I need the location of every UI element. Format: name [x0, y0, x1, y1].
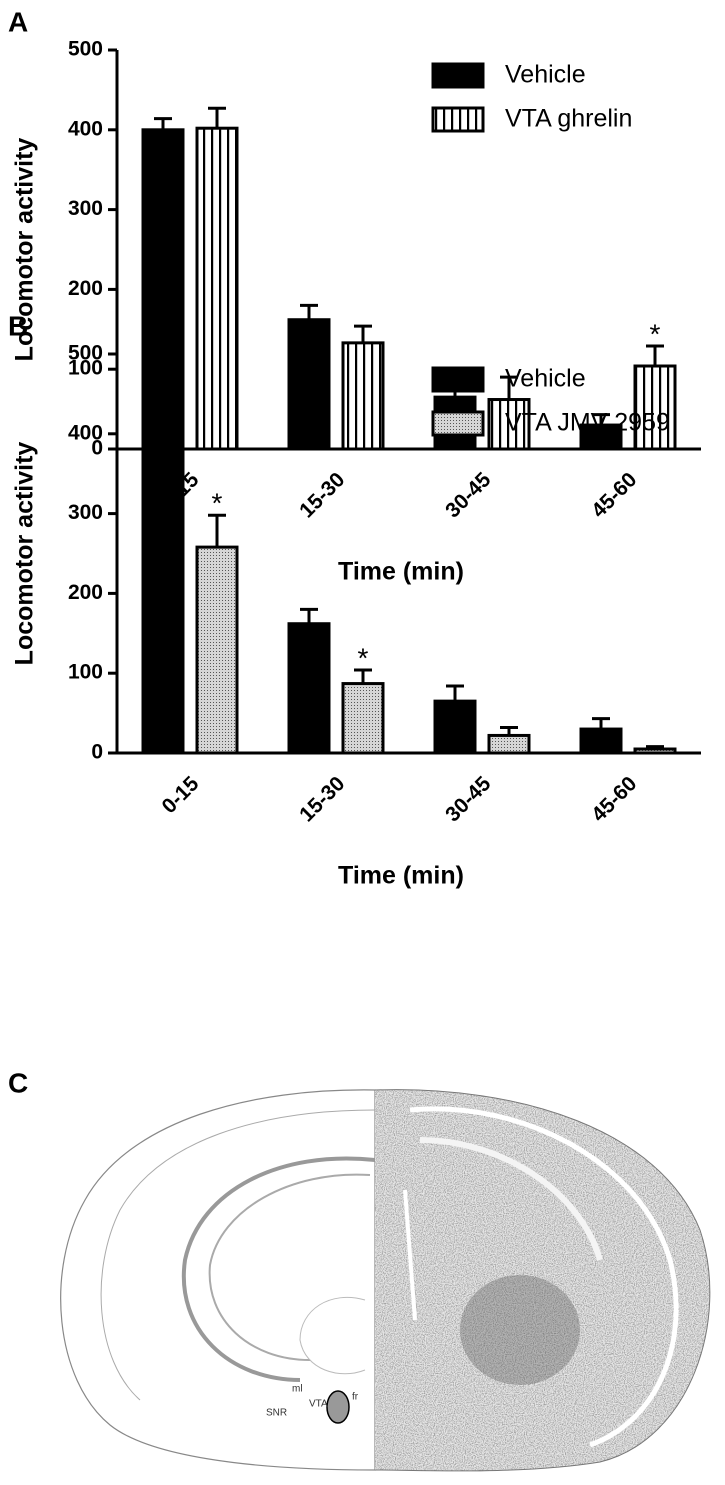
region-label: VTA [309, 1399, 328, 1410]
brain-outline [374, 1089, 711, 1472]
legend-label: VTA JMV 2959 [505, 409, 670, 437]
bar [579, 727, 623, 755]
panel-label: C [8, 1067, 28, 1098]
y-tick-label: 100 [68, 357, 103, 380]
y-axis-label: Locomotor activity [11, 442, 39, 666]
region-label: ml [292, 1384, 303, 1395]
significance: * [650, 318, 661, 349]
hippocampus [208, 1173, 371, 1361]
bar [141, 432, 185, 755]
bar [487, 398, 531, 451]
legend-swatch [431, 106, 485, 133]
legend-label: Vehicle [505, 365, 586, 393]
y-tick-label: 500 [68, 342, 103, 365]
region-label: fr [352, 1392, 359, 1403]
bar [287, 318, 331, 451]
y-tick-label: 400 [68, 117, 103, 140]
significance: * [358, 642, 369, 673]
y-tick-label: 300 [68, 197, 103, 220]
y-tick-label: 0 [91, 741, 103, 764]
y-tick-label: 300 [68, 501, 103, 524]
x-tick-label: 45-60 [587, 772, 641, 826]
x-tick-label: 15-30 [295, 468, 349, 522]
bar [341, 682, 385, 755]
legend-swatch [431, 410, 485, 437]
hippocampus [181, 1156, 376, 1382]
panel-label: A [8, 6, 28, 37]
bar [433, 699, 477, 755]
x-tick-label: 15-30 [295, 772, 349, 826]
brain-outline [60, 1089, 376, 1471]
panel-c: C ml VTA fr SNR [8, 1067, 711, 1472]
x-axis-label: Time (min) [338, 558, 464, 586]
y-tick-label: 0 [91, 437, 103, 460]
histology [375, 1089, 710, 1471]
x-tick-label: 30-45 [441, 468, 495, 522]
y-tick-label: 100 [68, 661, 103, 684]
cortex-line [100, 1109, 376, 1401]
legend-label: Vehicle [505, 61, 586, 89]
x-tick-label: 30-45 [441, 772, 495, 826]
bar [341, 341, 385, 451]
region-label: SNR [266, 1408, 287, 1419]
bar [195, 545, 239, 755]
y-tick-label: 400 [68, 421, 103, 444]
legend-swatch [431, 62, 485, 89]
bar [141, 128, 185, 451]
x-tick-label: 0-15 [157, 772, 203, 818]
thalamus [299, 1296, 366, 1375]
panel-label: B [8, 310, 28, 341]
x-axis-label: Time (min) [338, 862, 464, 890]
bar [287, 622, 331, 755]
vta-marker [326, 1390, 350, 1424]
y-axis-label: Locomotor activity [11, 138, 39, 362]
legend-swatch [431, 366, 485, 393]
bar [487, 733, 531, 755]
bar [195, 126, 239, 451]
legend-label: VTA ghrelin [505, 105, 632, 133]
y-tick-label: 200 [68, 277, 103, 300]
x-tick-label: 45-60 [587, 468, 641, 522]
y-tick-label: 500 [68, 38, 103, 61]
significance: * [212, 488, 223, 519]
y-tick-label: 200 [68, 581, 103, 604]
